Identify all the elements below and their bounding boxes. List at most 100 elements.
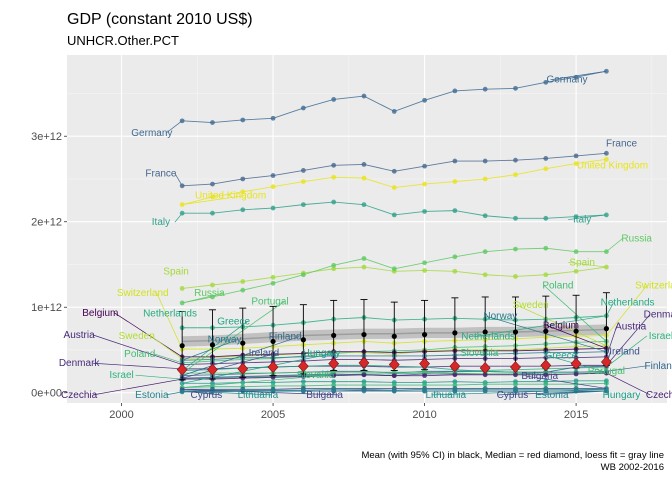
series-point	[482, 388, 488, 394]
series-point	[179, 183, 185, 189]
mean-point	[209, 342, 216, 348]
series-point	[573, 214, 579, 220]
median-diamond	[479, 361, 491, 374]
connector-finland	[182, 336, 300, 376]
y-tick-label: 2e+12	[31, 217, 62, 229]
series-point	[452, 388, 458, 394]
label-right-netherlands: Netherlands	[461, 332, 515, 343]
chart-title: GDP (constant 2010 US$)	[67, 11, 253, 28]
label-left-austria: Austria	[64, 330, 96, 341]
connector-belgium	[546, 325, 607, 349]
series-point	[270, 115, 276, 121]
median-diamond	[419, 357, 430, 370]
series-point	[543, 372, 549, 378]
connector-poland	[543, 285, 607, 342]
label-right-norway: Norway	[483, 311, 517, 322]
series-france	[179, 150, 609, 189]
series-point	[331, 388, 337, 394]
connector-ireland	[182, 352, 279, 379]
label-left-cyprus: Cyprus	[191, 390, 223, 401]
label-left-finland: Finland	[269, 332, 302, 343]
series-point	[331, 373, 337, 379]
median-diamond	[176, 363, 188, 376]
series-point	[331, 379, 337, 385]
series-point	[482, 372, 488, 378]
series-point	[543, 156, 549, 161]
series-point	[270, 173, 276, 178]
median-diamond	[207, 363, 218, 376]
connector-norway	[182, 338, 239, 361]
series-point	[573, 249, 579, 255]
series-point	[331, 174, 337, 180]
connector-netherlands	[474, 315, 607, 338]
label-left-united-kingdom: United Kingdom	[195, 191, 266, 202]
median-diamond	[510, 361, 521, 374]
series-point	[422, 260, 427, 266]
connector-germany	[165, 120, 183, 134]
mean-point	[179, 343, 185, 349]
connector-bulgaria	[525, 375, 607, 389]
series-point	[452, 268, 458, 274]
median-diamond	[449, 360, 461, 373]
series-point	[482, 249, 488, 255]
series-point	[391, 185, 397, 190]
series-point	[300, 272, 306, 278]
series-point	[391, 382, 397, 388]
series-point	[573, 381, 579, 387]
label-right-germany: Germany	[546, 74, 587, 85]
mean-point	[512, 329, 519, 335]
series-point	[422, 268, 427, 273]
series-point	[391, 388, 397, 394]
series-point	[270, 280, 276, 286]
connector-lithuania	[431, 388, 607, 396]
series-point	[240, 207, 246, 213]
median-diamond	[570, 357, 582, 370]
connector-cyprus	[498, 390, 607, 396]
mean-point	[240, 340, 246, 346]
series-point	[513, 381, 518, 387]
series-point	[452, 254, 458, 260]
label-left-lithuania: Lithuania	[238, 390, 279, 401]
series-point	[361, 256, 367, 261]
series-point	[452, 179, 458, 184]
connector-hungary	[182, 352, 336, 384]
series-point	[391, 212, 397, 218]
series-point	[543, 215, 549, 221]
label-left-bulgaria: Bulgaria	[306, 390, 343, 401]
label-right-sweden: Sweden	[513, 300, 549, 311]
series-point	[331, 162, 337, 168]
connector-finland	[606, 365, 647, 372]
series-united-kingdom	[179, 156, 609, 208]
x-tick-label: 2010	[412, 409, 436, 421]
series-point	[482, 86, 488, 92]
label-left-poland: Poland	[124, 349, 155, 360]
series-point	[422, 209, 427, 214]
x-tick-label: 2015	[564, 409, 588, 421]
label-right-belgium: Belgium	[543, 321, 579, 332]
mean-point	[543, 328, 549, 334]
series-point	[573, 371, 579, 377]
label-right-austria: Austria	[615, 321, 647, 332]
series-point	[179, 286, 185, 291]
x-tick-label: 2005	[261, 409, 285, 421]
label-right-czechia: Czechia	[646, 390, 672, 401]
connector-czechia	[93, 378, 183, 396]
label-left-switzerland: Switzerland	[117, 288, 169, 299]
label-right-italy: Italy	[573, 215, 591, 226]
series-point	[210, 210, 215, 216]
axis-ticks: 2000 2005 2010 2015 0e+00 1e+12 2e+12 3e+12	[31, 131, 588, 421]
series-point	[331, 262, 337, 268]
connector-israel	[606, 335, 648, 368]
series-point	[543, 79, 549, 85]
series-slovakia	[179, 380, 609, 391]
connector-russia	[182, 292, 224, 304]
label-right-estonia: Estonia	[535, 390, 569, 401]
label-right-russia: Russia	[621, 233, 652, 244]
series-point	[210, 181, 215, 187]
mean-point	[452, 330, 458, 336]
label-left-france: France	[145, 168, 177, 179]
median-diamond	[328, 357, 340, 370]
connector-bulgaria	[182, 388, 339, 396]
series-point	[482, 158, 488, 164]
